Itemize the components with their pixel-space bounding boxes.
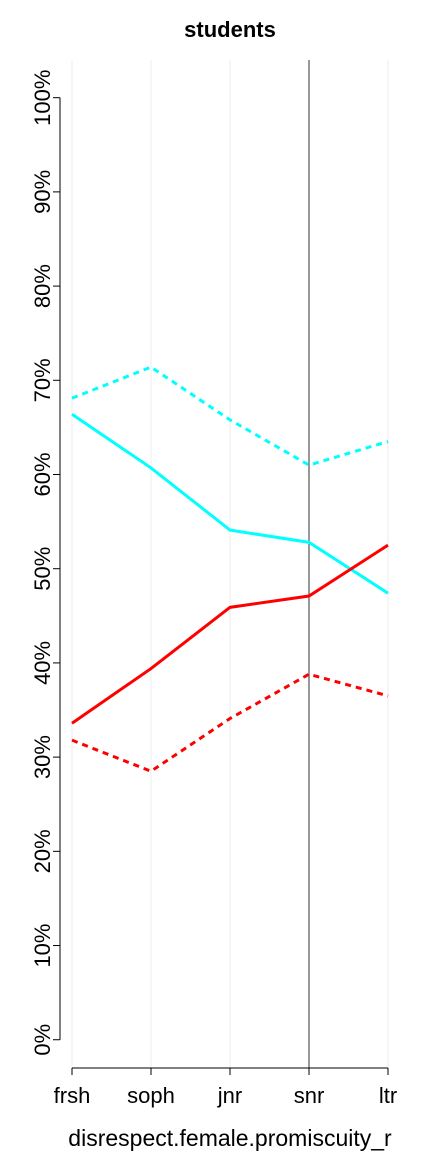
- x-tick-label: ltr: [379, 1083, 397, 1108]
- x-tick-label: snr: [294, 1083, 325, 1108]
- series-line: [71, 543, 389, 725]
- y-tick-label: 50%: [30, 547, 55, 591]
- x-tick-label: frsh: [54, 1083, 91, 1108]
- y-tick-label: 100%: [30, 70, 55, 126]
- x-tick-label: soph: [127, 1083, 175, 1108]
- x-axis-label: disrespect.female.promiscuity_r: [68, 1125, 392, 1151]
- y-tick-label: 40%: [30, 641, 55, 685]
- y-tick-label: 90%: [30, 170, 55, 214]
- y-tick-label: 60%: [30, 452, 55, 496]
- y-tick-label: 70%: [30, 358, 55, 402]
- y-tick-label: 10%: [30, 924, 55, 968]
- y-tick-label: 30%: [30, 735, 55, 779]
- series-line: [71, 672, 389, 773]
- y-tick-label: 20%: [30, 829, 55, 873]
- x-tick-label: jnr: [217, 1083, 242, 1108]
- chart-title: students: [184, 17, 276, 42]
- series-line: [71, 365, 389, 467]
- y-tick-label: 80%: [30, 264, 55, 308]
- series-line: [71, 412, 389, 595]
- y-tick-label: 0%: [30, 1024, 55, 1056]
